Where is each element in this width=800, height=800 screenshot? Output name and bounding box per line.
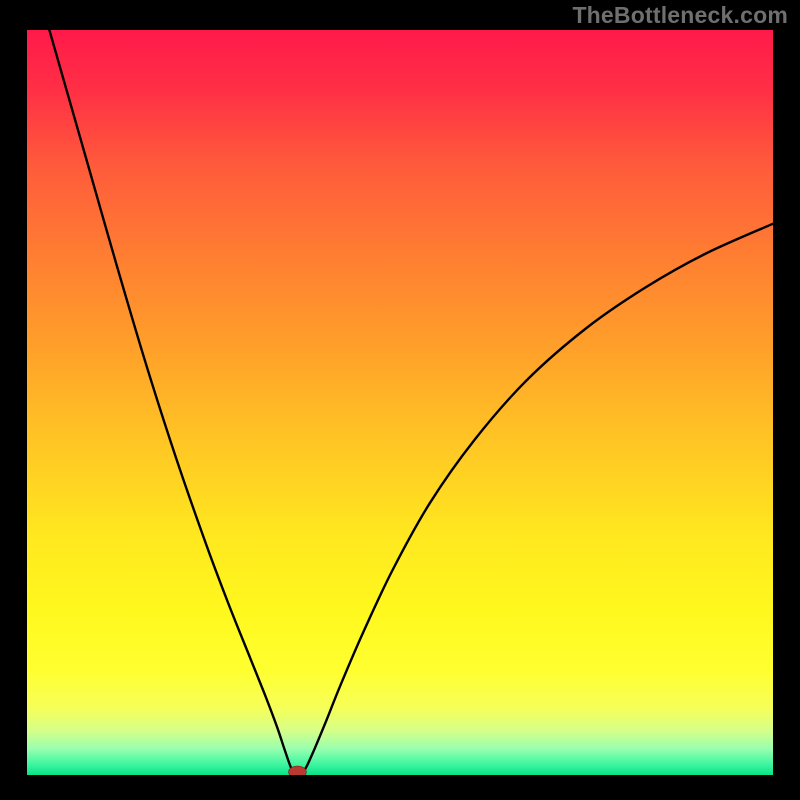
chart-container <box>27 30 773 775</box>
bottleneck-chart-svg <box>27 30 773 775</box>
chart-background <box>27 30 773 775</box>
watermark-text: TheBottleneck.com <box>572 2 788 29</box>
page-root: { "page": { "width": 800, "height": 800,… <box>0 0 800 800</box>
